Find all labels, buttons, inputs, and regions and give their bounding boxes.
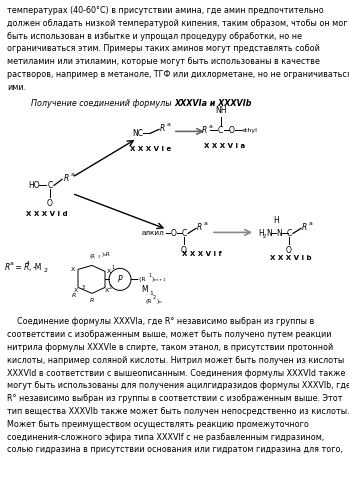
- Text: ограничиваться этим. Примеры таких аминов могут представлять собой: ограничиваться этим. Примеры таких амино…: [7, 44, 320, 54]
- Text: солью гидразина в присутствии основания или гидратом гидразина для того,: солью гидразина в присутствии основания …: [7, 446, 343, 454]
- Text: R: R: [302, 223, 307, 232]
- Text: тип вещества XXXVIb также может быть получен непосредственно из кислоты.: тип вещества XXXVIb также может быть пол…: [7, 407, 349, 416]
- Text: X X X V I e: X X X V I e: [131, 146, 172, 152]
- Text: O: O: [229, 126, 235, 135]
- Text: R: R: [72, 294, 76, 298]
- Text: 4: 4: [26, 261, 30, 266]
- Text: R: R: [197, 223, 202, 232]
- Text: a: a: [209, 124, 213, 129]
- Text: 2: 2: [153, 295, 156, 300]
- Text: X: X: [74, 288, 78, 293]
- Text: 1: 1: [149, 291, 153, 296]
- Text: Получение соединений формулы: Получение соединений формулы: [31, 98, 174, 108]
- Text: O: O: [286, 246, 292, 256]
- Text: соответствии с изображенным выше, может быть получено путем реакции: соответствии с изображенным выше, может …: [7, 330, 332, 339]
- Text: a: a: [204, 221, 208, 226]
- Text: 3: 3: [82, 285, 85, 290]
- Text: XXXVId в соответствии с вышеописанным. Соединения формулы XXXVId также: XXXVId в соответствии с вышеописанным. С…: [7, 368, 346, 378]
- Text: H: H: [273, 216, 279, 226]
- Text: R: R: [64, 174, 69, 183]
- Text: соединения-сложного эфира типа XXXVIf с не разбавленным гидразином,: соединения-сложного эфира типа XXXVIf с …: [7, 432, 324, 442]
- Text: X X X V I a: X X X V I a: [205, 144, 246, 150]
- Text: NH: NH: [215, 106, 227, 116]
- Text: 2: 2: [263, 234, 267, 239]
- Text: HO: HO: [28, 181, 40, 190]
- Text: R: R: [202, 126, 207, 135]
- Text: X X X V I b: X X X V I b: [270, 256, 312, 262]
- Text: C: C: [217, 126, 223, 135]
- Text: XXXVIa и XXXVIb: XXXVIa и XXXVIb: [174, 98, 252, 108]
- Text: 1: 1: [111, 265, 114, 270]
- Text: растворов, например в метаноле, ТГФ или дихлорметане, но не ограничиваться: растворов, например в метаноле, ТГФ или …: [7, 70, 349, 79]
- Text: должен обладать низкой температурой кипения, таким образом, чтобы он мог: должен обладать низкой температурой кипе…: [7, 19, 348, 28]
- Text: a: a: [10, 261, 14, 266]
- Text: N: N: [276, 229, 282, 238]
- Text: метиламин или этиламин, которые могут быть использованы в качестве: метиламин или этиламин, которые могут бы…: [7, 57, 320, 66]
- Text: ethyl: ethyl: [242, 128, 258, 133]
- Text: 2: 2: [109, 285, 112, 290]
- Text: могут быть использованы для получения ацилгидразидов формулы XXXVIb, где: могут быть использованы для получения ац…: [7, 382, 349, 390]
- Text: ,: ,: [28, 263, 30, 272]
- Text: )$_n$: )$_n$: [156, 297, 163, 306]
- Text: быть использован в избытке и упрощал процедуру обработки, но не: быть использован в избытке и упрощал про…: [7, 32, 302, 40]
- Text: 1: 1: [148, 273, 151, 278]
- Text: X: X: [71, 267, 75, 272]
- Text: R° независимо выбран из группы в соответствии с изображенным выше. Этот: R° независимо выбран из группы в соответ…: [7, 394, 342, 403]
- Text: (R: (R: [145, 299, 151, 304]
- Text: X X X V I d: X X X V I d: [26, 212, 68, 218]
- Text: алкил: алкил: [142, 230, 165, 236]
- Text: -(R: -(R: [138, 277, 147, 282]
- Text: ими.: ими.: [7, 83, 26, 92]
- Text: X: X: [105, 288, 109, 293]
- Text: R: R: [90, 298, 94, 304]
- Text: температурах (40-60°C) в присутствии амина, где амин предпочтительно: температурах (40-60°C) в присутствии ами…: [7, 6, 324, 15]
- Text: C: C: [47, 181, 53, 190]
- Text: $^3$: $^3$: [97, 254, 101, 260]
- Text: 2: 2: [43, 268, 47, 273]
- Text: NC: NC: [132, 129, 143, 138]
- Text: M: M: [141, 285, 148, 294]
- Text: X: X: [107, 269, 111, 274]
- Text: (R: (R: [89, 254, 95, 260]
- Text: H: H: [258, 229, 264, 238]
- Text: кислоты, например соляной кислоты. Нитрил может быть получен из кислоты: кислоты, например соляной кислоты. Нитри…: [7, 356, 344, 365]
- Text: )$_n$R: )$_n$R: [101, 250, 111, 260]
- Text: a: a: [167, 122, 171, 127]
- Text: a: a: [71, 172, 75, 177]
- Text: )$_{m+1}$: )$_{m+1}$: [151, 275, 166, 284]
- Text: -M: -M: [33, 263, 42, 272]
- Text: Может быть преимуществом осуществлять реакцию промежуточного: Может быть преимуществом осуществлять ре…: [7, 420, 309, 429]
- Text: O: O: [181, 246, 187, 256]
- Text: O: O: [171, 229, 177, 238]
- Text: C: C: [287, 229, 292, 238]
- Text: N: N: [266, 229, 272, 238]
- Text: C: C: [181, 229, 187, 238]
- Text: a: a: [309, 221, 313, 226]
- Text: P: P: [118, 275, 122, 284]
- Text: R: R: [5, 263, 10, 272]
- Text: = R: = R: [13, 263, 29, 272]
- Text: нитрила формулы XXXVIe в спирте, таком этанол, в присутствии протонной: нитрила формулы XXXVIe в спирте, таком э…: [7, 343, 333, 352]
- Text: R: R: [160, 124, 165, 133]
- Text: O: O: [47, 200, 53, 208]
- Text: X X X V I f: X X X V I f: [182, 252, 222, 258]
- Text: Соединение формулы XXXVIa, где R° независимо выбран из группы в: Соединение формулы XXXVIa, где R° незави…: [7, 318, 314, 326]
